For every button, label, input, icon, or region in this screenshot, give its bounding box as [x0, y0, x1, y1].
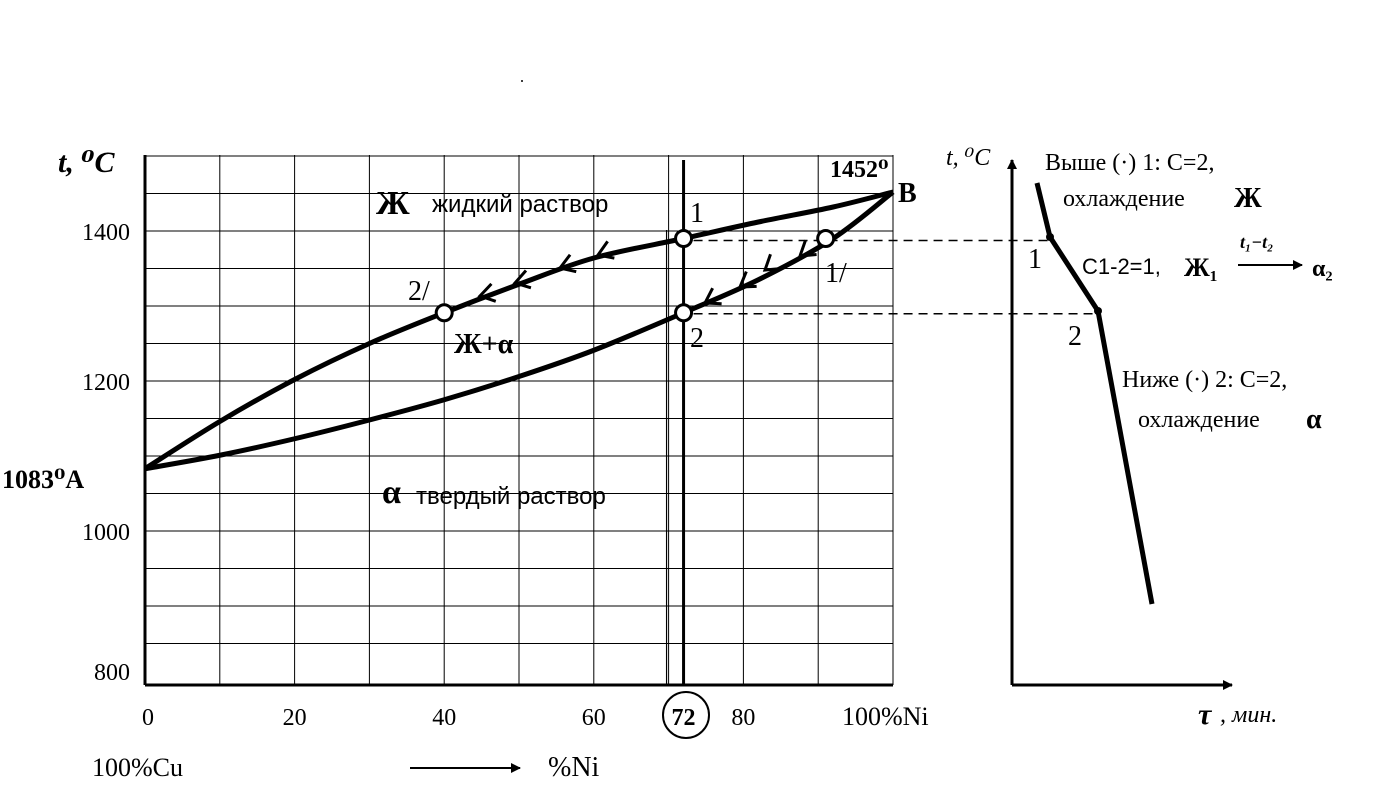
solidus-line — [144, 190, 895, 472]
grid — [145, 155, 894, 685]
cooling-arrow-mark — [737, 271, 757, 289]
y-tick-label: 1000 — [82, 520, 130, 546]
phase-point-marker — [434, 303, 454, 323]
x-label-right: 100%Ni — [842, 702, 929, 731]
x-tick-label: 60 — [582, 705, 606, 731]
cooling-arrow-mark — [797, 239, 817, 258]
liquidus-line — [143, 189, 894, 471]
cooling-arrow-mark — [595, 240, 615, 260]
cooling-y-axis-label: t, ⁰C — [946, 145, 991, 171]
x-tick-label: 72 — [672, 705, 696, 731]
stray-dot — [521, 80, 523, 82]
above-point-1-cooling: охлаждение — [1063, 186, 1185, 212]
x-tick-label: 40 — [432, 705, 456, 731]
y-tick-label: 1200 — [82, 370, 130, 396]
x-tick-label: 80 — [731, 705, 755, 731]
cooling-direction-arrows — [477, 239, 817, 306]
cooling-curve-line — [1034, 182, 1155, 605]
y-axis-label: t, ⁰C — [58, 146, 115, 179]
cooling-x-axis-unit: , мин. — [1220, 702, 1277, 728]
phase-point-marker — [816, 229, 836, 248]
between-points-solid: α₂ — [1312, 256, 1333, 282]
between-points-liquid: Ж₁ — [1184, 253, 1218, 282]
above-point-1-text: Выше (·) 1: С=2, — [1045, 150, 1214, 176]
phase-diagram: t, ⁰C 800 1000 1200 1400 0 20 40 60 72 80 100%Ni… — [2, 146, 1098, 783]
x-tick-label: 0 — [142, 705, 154, 731]
phase-point-marker — [674, 229, 694, 248]
cooling-arrow-mark — [702, 287, 722, 306]
point-2-label: 2 — [690, 323, 704, 354]
cooling-arrow-mark — [762, 253, 782, 272]
x-axis-label: %Ni — [548, 752, 600, 783]
cooling-curve-chart: t, ⁰C τ , мин. 1 2 Выше (·) 1: С=2, охла… — [946, 145, 1333, 731]
point-1-label: 1 — [690, 198, 704, 229]
cooling-x-axis-symbol: τ — [1198, 698, 1213, 731]
cooling-arrow-mark — [557, 253, 577, 274]
point-B-temperature: 1452⁰ — [830, 157, 889, 183]
point-1prime-label: 1/ — [825, 258, 847, 289]
point-B-letter: B — [898, 178, 917, 209]
between-points-temperature-range: t₁−t₂ — [1240, 232, 1273, 252]
tick-72-circle — [662, 691, 710, 739]
cooling-point-2-label: 2 — [1068, 321, 1082, 352]
y-tick-label: 1400 — [82, 220, 130, 246]
cooling-point-1-label: 1 — [1028, 244, 1042, 275]
cooling-point-1 — [1046, 233, 1054, 241]
cooling-point-2 — [1094, 307, 1102, 315]
x-tick-label: 20 — [283, 705, 307, 731]
phase-point-marker — [674, 303, 694, 323]
point-A-label: 1083⁰A — [2, 465, 84, 494]
cooling-arrow-mark — [512, 269, 532, 290]
between-points-phase-rule: C1-2=1, — [1082, 254, 1161, 279]
key-points — [434, 229, 836, 323]
two-phase-region-label: Ж+α — [454, 329, 514, 360]
liquid-symbol: Ж — [376, 185, 410, 222]
solid-symbol: α — [382, 474, 401, 511]
below-point-2-text: Ниже (·) 2: С=2, — [1122, 367, 1287, 393]
below-point-2-solid-symbol: α — [1306, 404, 1322, 435]
y-tick-label: 800 — [94, 660, 130, 686]
cooling-arrow-mark — [477, 282, 497, 303]
solid-region-label: твердый раствор — [416, 483, 606, 510]
x-tick-labels: 0 20 40 60 72 80 — [142, 705, 755, 731]
x-label-left: 100%Cu — [92, 753, 183, 782]
above-point-1-liquid-symbol: Ж — [1234, 183, 1262, 214]
y-tick-labels: 800 1000 1200 1400 — [82, 220, 130, 686]
liquid-region-label: жидкий раствор — [432, 191, 608, 218]
point-2prime-label: 2/ — [408, 276, 430, 307]
below-point-2-cooling: охлаждение — [1138, 407, 1260, 433]
